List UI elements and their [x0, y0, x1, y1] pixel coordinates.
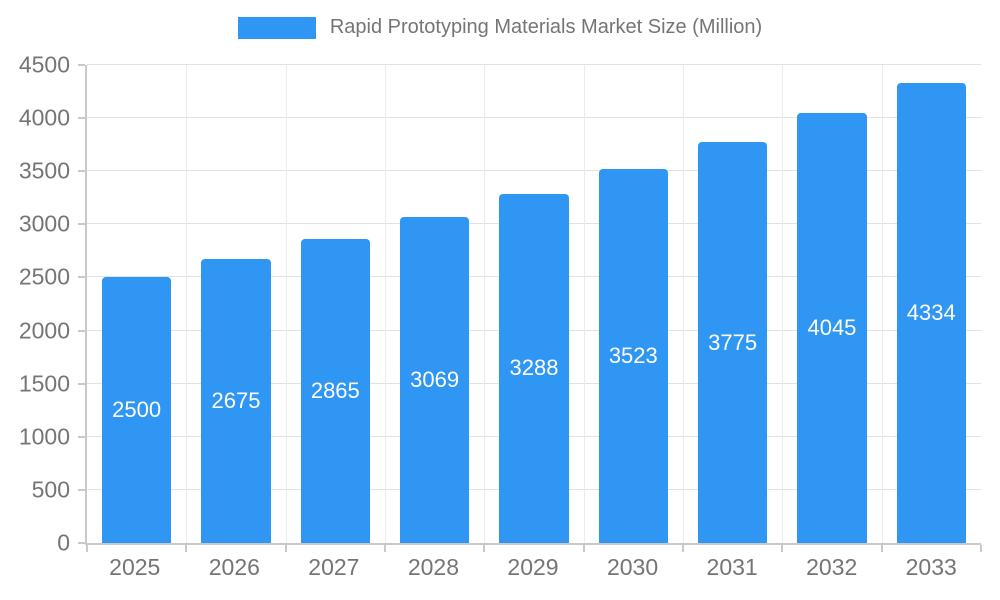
vertical-gridline: [484, 65, 486, 543]
bar-value-label: 3069: [410, 367, 460, 392]
x-axis-tick-label: 2027: [308, 554, 360, 580]
bar-value-label: 4045: [807, 315, 857, 341]
bar-value-label: 2675: [211, 387, 261, 413]
x-axis-tick: [980, 545, 982, 552]
vertical-gridline: [782, 65, 784, 543]
y-axis-tick: [78, 435, 85, 438]
x-axis-tick: [383, 545, 386, 552]
bar: 2675: [201, 258, 271, 543]
y-axis-tick: [78, 170, 85, 173]
bar-band: 3069: [385, 65, 484, 543]
bar-band: 3288: [484, 65, 583, 543]
bar-band: 2675: [186, 65, 285, 543]
x-axis-tick-label: 2030: [606, 554, 659, 580]
x-axis-tick: [483, 545, 486, 552]
bar-band: 4045: [782, 65, 881, 543]
bar: 4334: [896, 82, 967, 543]
x-axis-tick-label: 2028: [407, 554, 460, 580]
vertical-gridline: [384, 65, 386, 543]
x-axis-tick: [284, 545, 287, 552]
y-axis-tick-label: 3000: [18, 210, 70, 237]
x-axis-tick: [86, 545, 88, 552]
bar-band: 2865: [286, 65, 385, 543]
x-axis-tick: [582, 545, 585, 552]
bar-value-label: 2865: [310, 377, 360, 403]
gridline: [87, 64, 981, 65]
bar: 3775: [697, 142, 768, 543]
x-axis-tick: [781, 545, 784, 552]
y-axis-tick-label: 2500: [18, 263, 70, 290]
bar-value-label: 2500: [112, 397, 162, 423]
gridline: [87, 117, 981, 119]
bar-band: 4334: [882, 65, 981, 543]
vertical-gridline: [285, 65, 287, 543]
vertical-gridline: [682, 65, 684, 543]
legend-swatch: [237, 16, 316, 39]
y-axis-tick-label: 1500: [18, 370, 70, 397]
y-axis-tick-label: 3500: [18, 157, 70, 184]
bar-band: 3523: [584, 65, 683, 543]
bar-value-label: 3288: [509, 355, 559, 381]
x-axis-tick-label: 2026: [208, 554, 260, 580]
y-axis-tick: [78, 276, 85, 279]
chart-legend[interactable]: Rapid Prototyping Materials Market Size …: [0, 16, 1000, 39]
y-axis-tick-label: 500: [31, 476, 70, 503]
bars-container: 2500 2675 2865 3069 3288 3523 3775 4045 4334: [87, 65, 981, 543]
bar: 3523: [598, 168, 669, 543]
bar: 3288: [499, 193, 569, 543]
x-axis-tick-label: 2029: [507, 554, 559, 580]
y-axis-labels: 0 500 1000 1500 2000 2500 3000 3500 4000 4500: [0, 52, 70, 556]
y-axis-tick-label: 0: [57, 529, 70, 556]
y-axis-tick-label: 2000: [18, 317, 70, 344]
x-axis-tick-label: 2032: [806, 554, 858, 580]
vertical-gridline: [186, 65, 188, 543]
bar-value-label: 4334: [906, 299, 956, 325]
vertical-gridline: [583, 65, 585, 543]
y-axis-tick: [78, 488, 85, 491]
x-axis-tick: [681, 545, 684, 552]
x-axis-tick-label: 2031: [706, 554, 758, 580]
legend-title: Rapid Prototyping Materials Market Size …: [329, 16, 763, 38]
y-axis-tick: [78, 64, 85, 66]
y-axis-tick-label: 4500: [18, 51, 70, 78]
x-axis-tick-label: 2033: [905, 554, 957, 580]
y-axis-tick: [78, 542, 85, 544]
bar: 2500: [101, 277, 172, 543]
bar-band: 2500: [87, 65, 186, 543]
y-axis-tick: [78, 223, 85, 226]
y-axis-tick: [78, 382, 85, 385]
x-axis-tick: [185, 545, 188, 552]
y-axis-tick-label: 4000: [18, 104, 70, 131]
plot-area: 2500 2675 2865 3069 3288 3523 3775 4045 4334: [78, 64, 982, 552]
gridline: [87, 170, 981, 172]
bar: 3069: [399, 217, 470, 543]
bar-value-label: 3775: [708, 329, 758, 355]
bar: 2865: [300, 238, 371, 543]
vertical-gridline: [881, 65, 883, 543]
x-axis-tick-label: 2025: [109, 554, 161, 580]
y-axis-tick: [78, 329, 85, 332]
bar-band: 3775: [683, 65, 782, 543]
bar-value-label: 3523: [608, 342, 658, 368]
bar: 4045: [797, 113, 867, 543]
x-axis-labels: 2025 2026 2027 2028 2029 2030 2031 2032 2033: [85, 554, 981, 586]
y-axis-tick-label: 1000: [18, 423, 70, 450]
y-axis-tick: [78, 117, 85, 120]
x-axis-tick: [880, 545, 883, 552]
